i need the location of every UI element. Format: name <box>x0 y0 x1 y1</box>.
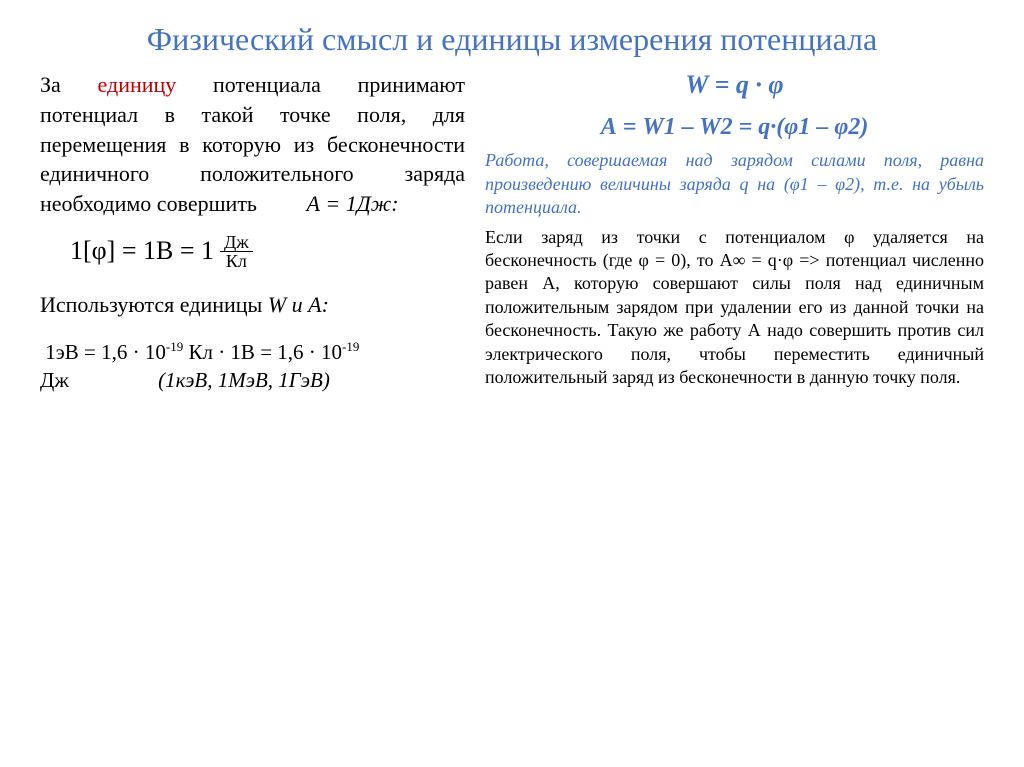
units-used-line: Используются единицы W и А: <box>40 292 465 318</box>
ev-p2: Кл · 1В = 1,6 · 10 <box>183 340 342 364</box>
slide: Физический смысл и единицы измерения пот… <box>0 0 1024 767</box>
slide-title: Физический смысл и единицы измерения пот… <box>40 20 984 58</box>
unit-equation: 1[φ] = 1В = 1 Дж Кл <box>70 233 465 270</box>
columns: За единицу потенциала принимают потенциа… <box>40 70 984 757</box>
potential-body: Если заряд из точки с потенциалом φ удал… <box>485 226 984 390</box>
def-prefix: За <box>40 72 98 97</box>
definition-text: За единицу потенциала принимают потенциа… <box>40 70 465 218</box>
unit-word: единицу <box>98 72 177 97</box>
work-value: А = 1Дж: <box>306 191 398 216</box>
ev-p3: Дж <box>40 368 69 392</box>
ev-sup1: -19 <box>166 339 183 354</box>
ev-conversion: 1эВ = 1,6 · 10-19 Кл · 1В = 1,6 · 10-19 … <box>40 338 465 395</box>
right-column: W = q · φ А = W1 – W2 = q·(φ1 – φ2) Рабо… <box>485 70 984 757</box>
fraction-denominator: Кл <box>222 252 251 270</box>
units-used-prefix: Используются единицы <box>40 292 268 317</box>
unit-lhs: 1[φ] = 1В = 1 <box>70 236 214 266</box>
left-column: За единицу потенциала принимают потенциа… <box>40 70 465 757</box>
ev-p1: 1эВ = 1,6 · 10 <box>45 340 166 364</box>
work-note: Работа, совершаемая над зарядом силами п… <box>485 149 984 219</box>
units-used-wa: W и А: <box>268 292 329 317</box>
work-formula: А = W1 – W2 = q·(φ1 – φ2) <box>485 114 984 141</box>
ev-paren: (1кэВ, 1МэВ, 1ГэВ) <box>158 368 330 392</box>
energy-formula: W = q · φ <box>485 70 984 100</box>
unit-fraction: Дж Кл <box>220 233 253 270</box>
fraction-numerator: Дж <box>220 233 253 252</box>
ev-sup2: -19 <box>342 339 359 354</box>
